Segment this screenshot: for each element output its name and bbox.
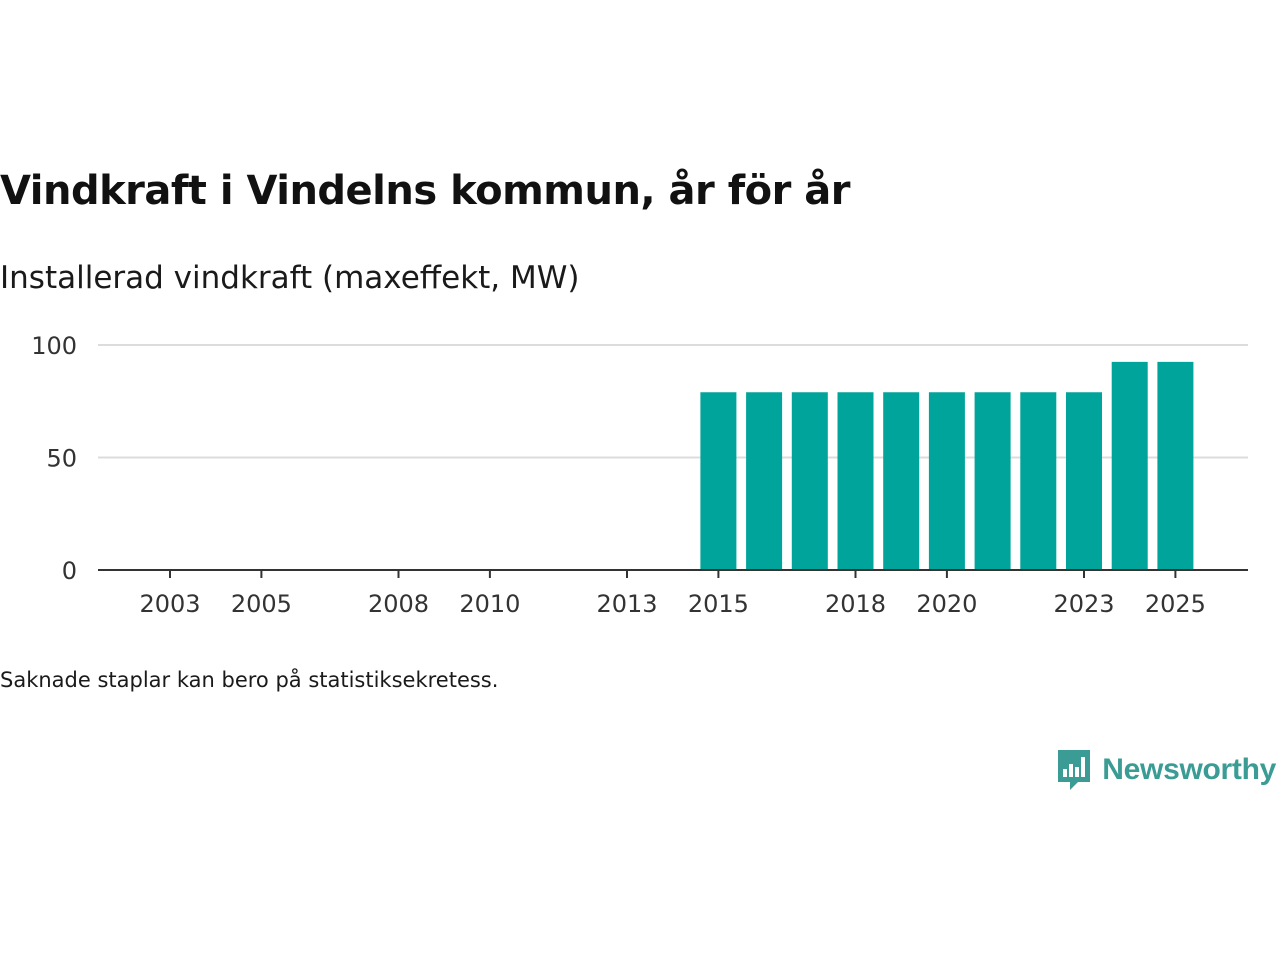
- gridlines: [98, 344, 1248, 459]
- newsworthy-logo[interactable]: Newsworthy: [1056, 748, 1276, 792]
- bar-2015: [700, 392, 737, 570]
- y-tick-label: 50: [46, 445, 77, 473]
- footnote: Saknade staplar kan bero på statistiksek…: [0, 668, 499, 692]
- x-tick-label: 2020: [916, 590, 977, 618]
- bar-2019: [883, 392, 920, 570]
- bar-2016: [746, 392, 783, 570]
- x-tick-label: 2010: [459, 590, 520, 618]
- bar-2018: [837, 392, 874, 570]
- y-axis: 0 50 100: [31, 332, 77, 585]
- bar-2021: [974, 392, 1011, 570]
- y-tick-label: 0: [62, 557, 77, 585]
- bars: [700, 361, 1194, 570]
- x-tick-label: 2023: [1053, 590, 1114, 618]
- x-tick-label: 2008: [368, 590, 429, 618]
- chart-title: Vindkraft i Vindelns kommun, år för år: [0, 168, 850, 214]
- x-tick-label: 2003: [139, 590, 200, 618]
- bar-2025: [1157, 361, 1194, 570]
- newsworthy-logo-icon: [1058, 750, 1091, 790]
- bar-2024: [1111, 361, 1148, 570]
- x-tick-label: 2025: [1145, 590, 1206, 618]
- x-tick-label: 2013: [596, 590, 657, 618]
- bar-2020: [928, 392, 965, 570]
- newsworthy-brand-name: Newsworthy: [1102, 753, 1276, 786]
- y-tick-label: 100: [31, 332, 77, 360]
- bar-2023: [1066, 392, 1102, 570]
- x-axis: 2003 2005 2008 2010 2013 2015 2018 2020 2023 2025: [98, 569, 1248, 618]
- bar-2017: [791, 392, 828, 570]
- x-tick-label: 2005: [231, 590, 292, 618]
- x-tick-label: 2015: [688, 590, 749, 618]
- bar-2022: [1020, 392, 1057, 570]
- chart-subtitle: Installerad vindkraft (maxeffekt, MW): [0, 260, 580, 296]
- x-tick-label: 2018: [825, 590, 886, 618]
